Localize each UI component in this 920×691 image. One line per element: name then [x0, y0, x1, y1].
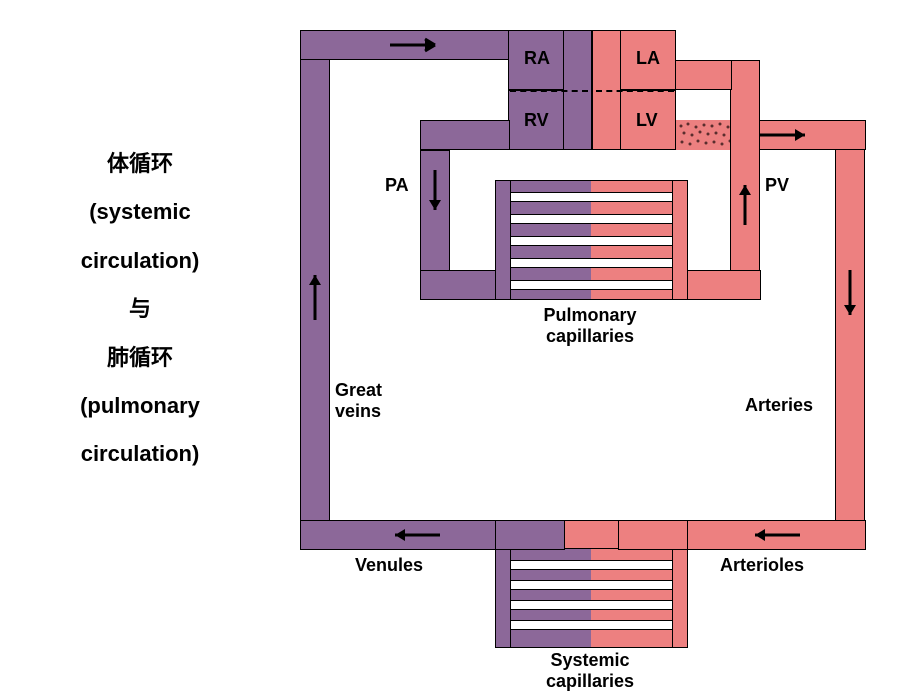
sys-cap-bar [511, 600, 672, 610]
label-ra: RA [524, 48, 550, 69]
label-pulm-caps: Pulmonary capillaries [500, 305, 680, 346]
label-pulm-caps-l1: Pulmonary [543, 305, 636, 325]
valve-tick [591, 82, 593, 98]
label-pulm-caps-l2: capillaries [546, 326, 634, 346]
title-line-5: 肺循环 [20, 334, 260, 382]
arrow-up-icon [305, 260, 325, 320]
pulm-cap-bar [511, 192, 672, 202]
title-line-1: 体循环 [20, 140, 260, 188]
arrow-left-icon [380, 525, 440, 545]
arteriole-to-sys-caps [618, 520, 688, 550]
arteries-pipe [835, 120, 865, 550]
label-rv: RV [524, 110, 549, 131]
label-sys-caps-l2: capillaries [546, 671, 634, 691]
label-sys-caps: Systemic capillaries [500, 650, 680, 691]
rv-outlet-pipe [420, 120, 510, 150]
arrow-right-icon [760, 125, 820, 145]
arrow-down-icon [840, 270, 860, 330]
title-line-7: circulation) [20, 430, 260, 478]
pv-inlet-pipe [675, 60, 732, 90]
pulm-cap-bar [511, 236, 672, 246]
tricuspid-valve [510, 90, 588, 92]
pulm-caps-right-manifold [672, 180, 688, 300]
pulm-caps-left-manifold [495, 180, 511, 300]
arterioles-pipe [564, 520, 866, 550]
arrow-left-icon [740, 525, 800, 545]
title-block: 体循环 (systemic circulation) 与 肺循环 (pulmon… [20, 140, 260, 479]
arrow-up-icon [735, 170, 755, 225]
sys-cap-bar [511, 620, 672, 630]
circulation-diagram: RA RV LA LV PA PV [300, 0, 900, 690]
label-lv: LV [636, 110, 658, 131]
label-great-veins-l1: Great [335, 380, 382, 400]
sys-cap-bar [511, 560, 672, 570]
label-pv: PV [765, 175, 789, 196]
label-pa: PA [385, 175, 409, 196]
title-line-6: (pulmonary [20, 382, 260, 430]
label-venules: Venules [355, 555, 423, 576]
title-line-3: circulation) [20, 237, 260, 285]
label-la: LA [636, 48, 660, 69]
mitral-valve [596, 90, 674, 92]
sys-caps-left-manifold [495, 548, 511, 648]
arrow-right-icon [390, 35, 450, 55]
label-arteries: Arteries [745, 395, 813, 416]
sys-caps-right-manifold [672, 548, 688, 648]
pulm-cap-bar [511, 280, 672, 290]
pulm-cap-bar [511, 214, 672, 224]
label-sys-caps-l1: Systemic [550, 650, 629, 670]
sys-cap-bar [511, 580, 672, 590]
title-line-4: 与 [20, 285, 260, 333]
label-arterioles: Arterioles [720, 555, 804, 576]
aortic-valve-icon [676, 120, 736, 150]
sys-caps-to-venule [495, 520, 565, 550]
label-great-veins-l2: veins [335, 401, 381, 421]
pulm-cap-bar [511, 258, 672, 268]
title-line-2: (systemic [20, 188, 260, 236]
arrow-down-icon [425, 170, 445, 225]
label-great-veins: Great veins [335, 380, 415, 421]
